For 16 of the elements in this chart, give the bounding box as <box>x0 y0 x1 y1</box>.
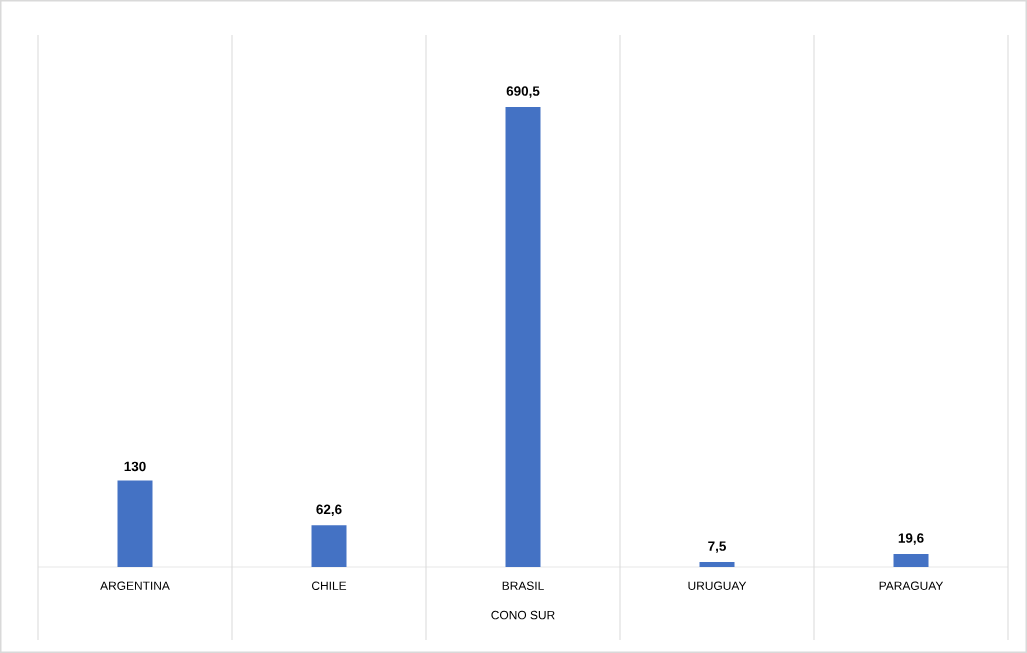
x-axis-title: CONO SUR <box>491 610 555 620</box>
bar <box>699 562 735 567</box>
data-label: 19,6 <box>898 533 924 545</box>
data-label: 62,6 <box>316 504 342 517</box>
data-label: 7,5 <box>708 541 726 553</box>
bar <box>893 553 929 567</box>
data-label: 690,5 <box>506 86 540 98</box>
x-tick-label: ARGENTINA <box>100 581 170 590</box>
x-tick-label: CHILE <box>312 581 347 590</box>
bar <box>311 525 347 567</box>
x-tick-label: URUGUAY <box>688 581 747 590</box>
bar <box>505 106 541 567</box>
data-label: 130 <box>124 461 146 472</box>
bar <box>117 480 153 567</box>
x-tick-label: PARAGUAY <box>879 581 944 590</box>
x-tick-label: BRASIL <box>502 581 544 590</box>
